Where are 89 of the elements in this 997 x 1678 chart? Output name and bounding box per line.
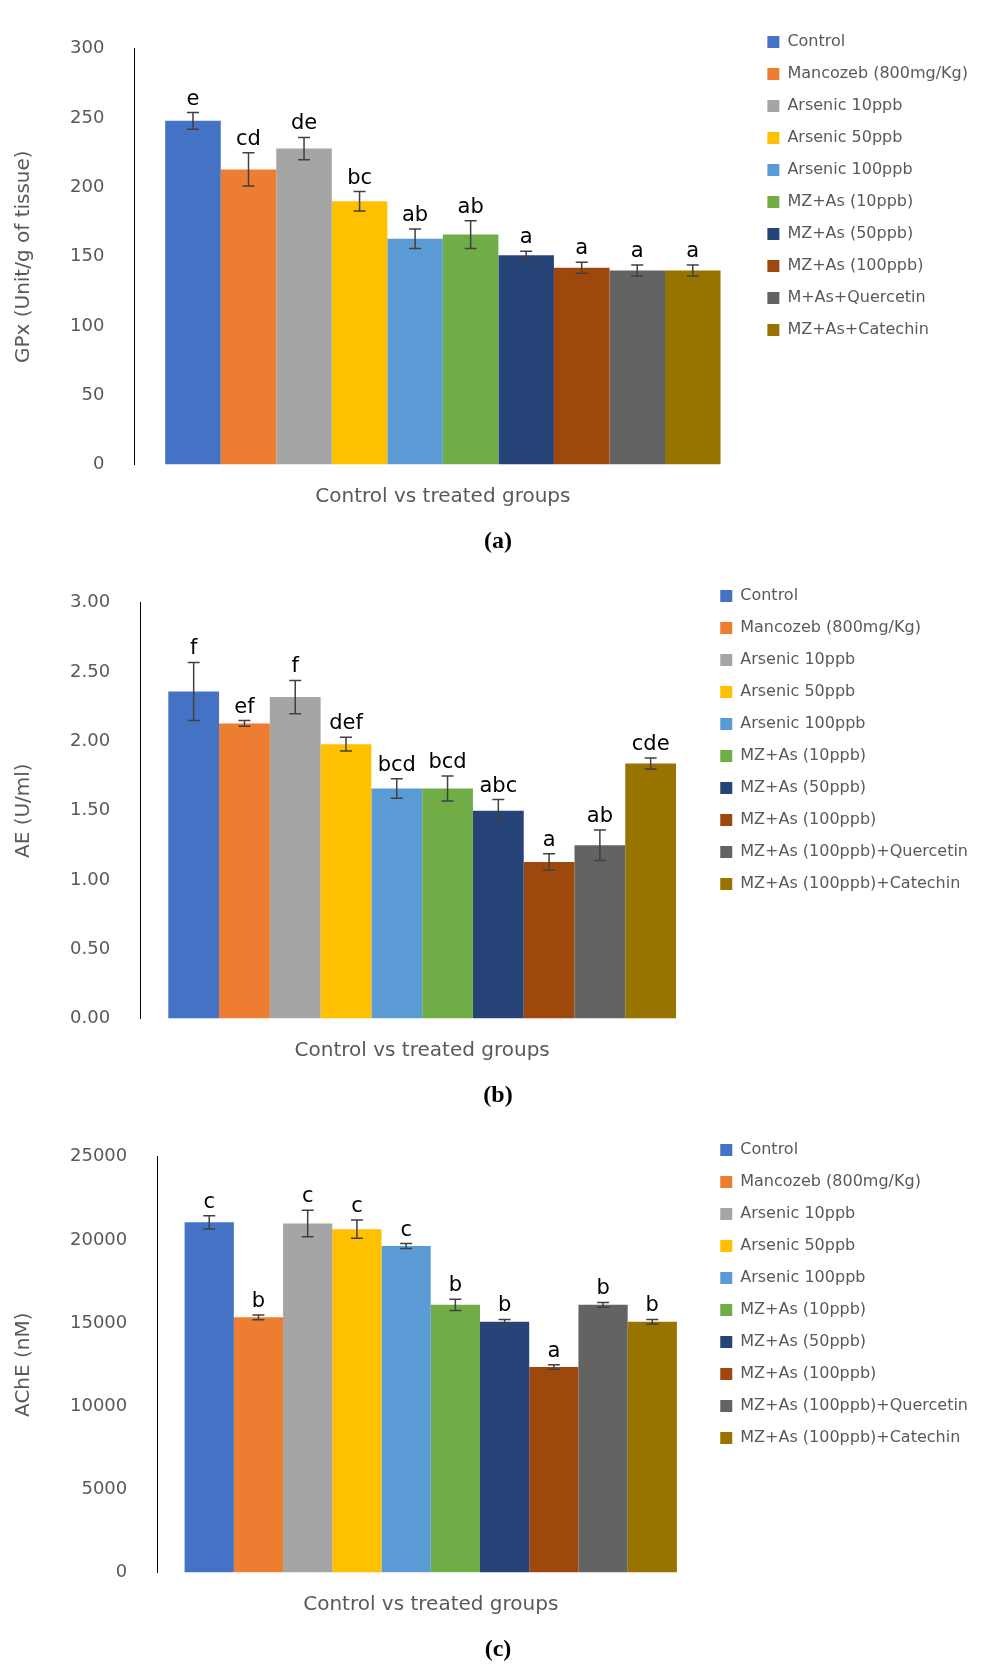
annotation: f (291, 653, 300, 678)
legend-label: MZ+As+Catechin (787, 319, 929, 339)
legend-label: Control (740, 585, 799, 605)
annotation: ef (234, 693, 256, 718)
legend-label: MZ+As (100ppb) (740, 1363, 877, 1383)
legend-label: Mancozeb (800mg/Kg) (740, 1171, 921, 1191)
annotation: a (542, 826, 556, 851)
y-axis-title: AE (U/ml) (10, 763, 35, 859)
legend-label: MZ+As (100ppb)+Quercetin (740, 841, 969, 861)
legend-label: Arsenic 50ppb (787, 127, 903, 147)
y-tick-label: 20000 (70, 1227, 128, 1249)
text: (c) (483, 1635, 513, 1662)
x-axis-title: Control vs treated groups (315, 483, 571, 508)
annotation: e (186, 85, 200, 110)
annotation: f (189, 635, 198, 660)
annotation: c (400, 1216, 412, 1241)
annotation: def (329, 710, 364, 735)
y-tick-label: 5000 (81, 1477, 128, 1499)
y-tick-label: 0 (115, 1560, 128, 1582)
text: (a) (483, 527, 513, 554)
annotation: b (497, 1292, 512, 1317)
y-axis-title: AChE (nM) (10, 1312, 35, 1417)
annotation: ab (457, 193, 484, 218)
legend-label: MZ+As (10ppb) (787, 191, 914, 211)
annotation: b (251, 1287, 266, 1312)
y-tick-label: 2.50 (70, 659, 111, 681)
legend-label: MZ+As (100ppb)+Catechin (740, 873, 961, 893)
legend-label: MZ+As (100ppb) (787, 255, 924, 275)
y-tick-label: 300 (70, 36, 105, 58)
annotation: a (686, 237, 700, 262)
y-tick-label: 10000 (70, 1393, 128, 1415)
legend-label: Mancozeb (800mg/Kg) (787, 63, 968, 83)
y-tick-label: 3.00 (70, 590, 111, 612)
legend-label: Arsenic 50ppb (740, 1235, 856, 1255)
annotation: a (547, 1337, 561, 1362)
annotation: a (630, 237, 644, 262)
legend-label: Arsenic 100ppb (740, 713, 866, 733)
legend-label: MZ+As (10ppb) (740, 1299, 867, 1319)
annotation: abc (479, 772, 518, 797)
legend-label: Mancozeb (800mg/Kg) (740, 617, 921, 637)
annotation: c (301, 1183, 314, 1208)
legend-label: MZ+As (100ppb) (740, 809, 877, 829)
annotation: bcd (377, 751, 416, 776)
y-tick-label: 150 (70, 244, 105, 266)
annotation: b (596, 1275, 610, 1300)
x-axis-title: Control vs treated groups (303, 1591, 559, 1616)
legend-label: Arsenic 100ppb (787, 159, 913, 179)
y-tick-label: 50 (81, 382, 105, 404)
legend-label: Arsenic 10ppb (787, 95, 903, 115)
y-tick-label: 15000 (70, 1310, 128, 1332)
y-tick-label: 100 (70, 313, 105, 335)
legend-label: MZ+As (50ppb) (740, 777, 867, 797)
y-axis-title: GPx (Unit/g of tissue) (10, 150, 35, 364)
annotation: bc (347, 164, 373, 189)
y-tick-label: 2.00 (70, 729, 111, 751)
y-tick-label: 1.50 (70, 798, 111, 820)
legend-label: Control (740, 1139, 799, 1159)
legend-label: Arsenic 10ppb (740, 1203, 856, 1223)
y-tick-label: 200 (70, 175, 105, 197)
legend-label: Arsenic 50ppb (740, 681, 856, 701)
annotation: de (290, 110, 318, 135)
y-tick-label: 0.00 (70, 1006, 111, 1028)
annotation: a (575, 235, 589, 260)
y-tick-label: 25000 (70, 1144, 128, 1166)
annotation: bcd (428, 749, 467, 773)
y-tick-label: 1.00 (70, 867, 111, 889)
y-tick-label: 250 (70, 105, 105, 127)
legend-label: Control (787, 31, 846, 51)
annotation: a (519, 224, 533, 249)
legend-label: MZ+As (10ppb) (740, 745, 867, 765)
annotation: c (203, 1188, 215, 1213)
legend-label: Arsenic 100ppb (740, 1267, 866, 1287)
y-tick-label: 0.50 (70, 936, 111, 958)
legend-label: M+As+Quercetin (787, 287, 926, 307)
annotation: cde (631, 730, 670, 755)
annotation: b (645, 1292, 659, 1317)
legend-label: MZ+As (50ppb) (787, 223, 914, 243)
annotation: ab (586, 803, 613, 828)
legend-label: MZ+As (100ppb)+Quercetin (740, 1395, 969, 1415)
legend-label: MZ+As (100ppb)+Catechin (740, 1427, 961, 1447)
y-tick-label: 0 (92, 452, 105, 474)
annotation: b (448, 1272, 463, 1297)
legend-label: Arsenic 10ppb (740, 649, 856, 669)
annotation: c (351, 1192, 363, 1217)
text: (b) (482, 1081, 514, 1108)
legend-label: MZ+As (50ppb) (740, 1331, 867, 1351)
annotation: ab (402, 201, 429, 226)
annotation: cd (236, 125, 261, 150)
x-axis-title: Control vs treated groups (294, 1037, 550, 1062)
